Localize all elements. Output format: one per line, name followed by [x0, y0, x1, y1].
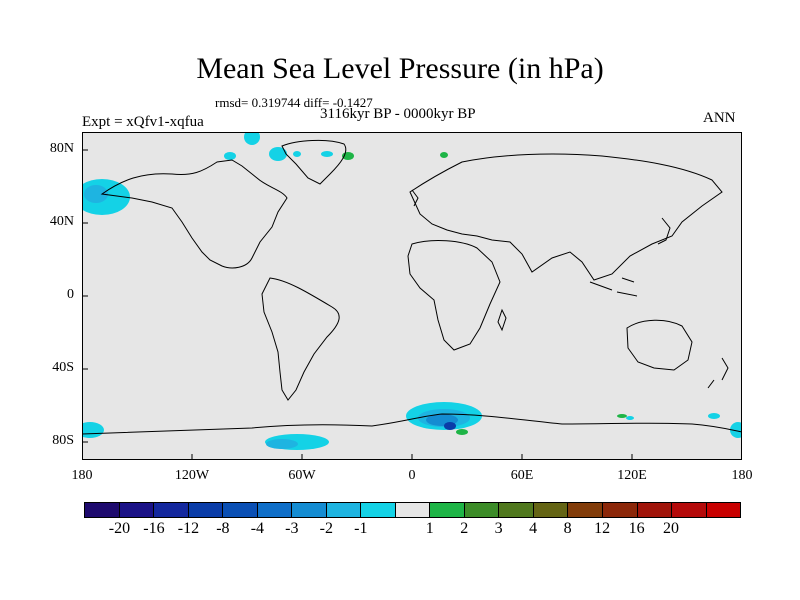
coastlines: [82, 139, 742, 435]
rmsd-diff-stats: rmsd= 0.319744 diff= -0.1427: [215, 95, 373, 110]
anomaly-fills: [82, 132, 742, 450]
colorbar-label: -1: [354, 520, 368, 537]
colorbar-swatch: [85, 503, 120, 517]
colorbar-swatch: [637, 503, 673, 517]
colorbar-label: 3: [494, 520, 503, 537]
colorbar-swatch: [395, 503, 431, 517]
colorbar-label: 8: [563, 520, 572, 537]
colorbar-swatch: [326, 503, 362, 517]
season-label: ANN: [703, 110, 736, 126]
colorbar-swatch: [119, 503, 155, 517]
lon-tick-120w: 120W: [174, 468, 210, 483]
colorbar-swatch: [223, 503, 258, 517]
colorbar-label: 2: [460, 520, 469, 537]
lon-tick-180-right: 180: [731, 468, 753, 483]
colorbar-frame: [84, 502, 741, 518]
colorbar-swatch: [706, 503, 741, 517]
colorbar-label: 1: [425, 520, 434, 537]
experiment-label: Expt = xQfv1-xqfua: [82, 114, 204, 130]
colorbar-label: -4: [250, 520, 265, 537]
lat-tick-80s: 80S: [52, 433, 74, 448]
lat-tick-80n: 80N: [49, 141, 74, 156]
colorbar-label: -3: [285, 520, 299, 537]
colorbar-swatch: [602, 503, 638, 517]
lon-tick-60e: 60E: [510, 468, 534, 483]
colorbar-swatch: [292, 503, 327, 517]
lat-tick-40n: 40N: [49, 214, 74, 229]
colorbar-swatch: [533, 503, 569, 517]
tick-marks: [82, 149, 633, 460]
colorbar-swatch: [361, 503, 396, 517]
colorbar-swatch: [568, 503, 603, 517]
colorbar: [85, 503, 741, 517]
colorbar-swatch: [257, 503, 293, 517]
colorbar-swatch: [430, 503, 465, 517]
lon-tick-60w: 60W: [288, 468, 316, 483]
map-background: [82, 132, 742, 460]
colorbar-swatch: [464, 503, 500, 517]
lat-tick-40s: 40S: [52, 360, 74, 375]
lon-tick-0: 0: [408, 468, 416, 483]
colorbar-swatch: [154, 503, 189, 517]
time-period: 3116kyr BP - 0000kyr BP: [320, 106, 476, 122]
lon-tick-120e: 120E: [617, 468, 647, 483]
colorbar-swatch: [188, 503, 224, 517]
colorbar-swatch: [499, 503, 534, 517]
colorbar-label: -16: [143, 520, 165, 537]
colorbar-label: -20: [108, 520, 131, 537]
colorbar-label: 16: [628, 520, 645, 537]
colorbar-label: 20: [663, 520, 680, 537]
lon-tick-180-left: 180: [71, 468, 93, 483]
map-title: Mean Sea Level Pressure (in hPa): [196, 52, 604, 85]
colorbar-label: -8: [216, 520, 230, 537]
colorbar-label: 4: [529, 520, 538, 537]
colorbar-label: 12: [594, 520, 611, 537]
lat-tick-0: 0: [67, 287, 74, 302]
world-map: [82, 132, 742, 460]
colorbar-label: -12: [177, 520, 200, 537]
colorbar-label: -2: [319, 520, 333, 537]
colorbar-swatch: [672, 503, 707, 517]
